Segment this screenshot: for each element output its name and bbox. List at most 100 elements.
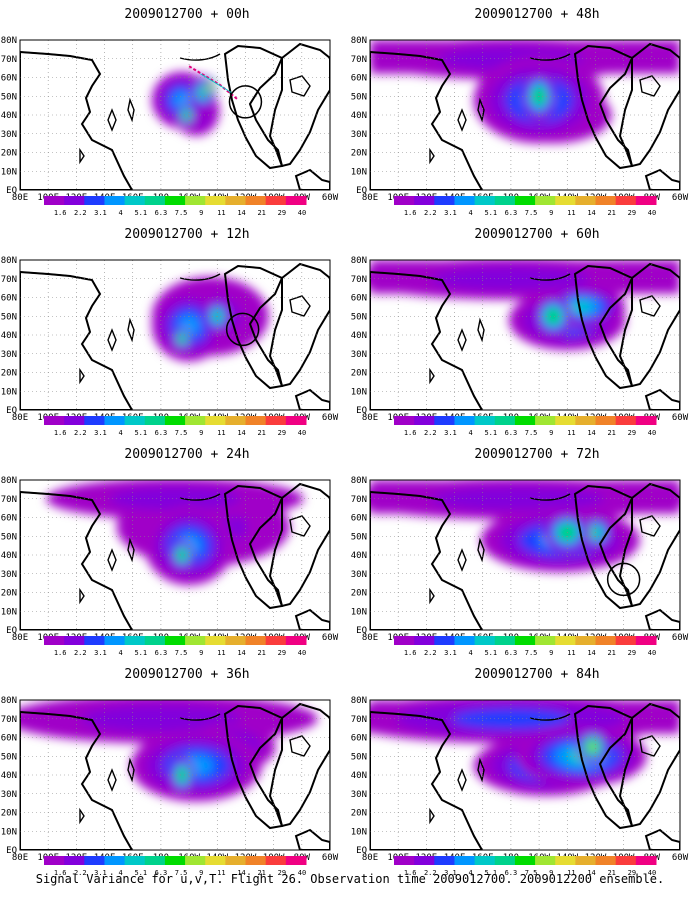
- colorbar-swatch: [535, 636, 556, 645]
- y-tick-label: 20N: [351, 149, 367, 159]
- colorbar-label: 29: [628, 429, 636, 437]
- colorbar-swatch: [124, 856, 146, 865]
- coastline: [370, 711, 483, 850]
- colorbar-swatch: [454, 416, 476, 425]
- colorbar-swatch: [245, 416, 267, 425]
- colorbar-swatch: [185, 636, 206, 645]
- x-tick-label: 60W: [322, 853, 339, 863]
- colorbar-swatch: [164, 636, 186, 645]
- coastline: [529, 53, 571, 61]
- map-area: [370, 700, 680, 850]
- variance-blob: [178, 770, 186, 780]
- variance-blob: [431, 487, 605, 511]
- flight-track: [200, 73, 232, 93]
- panel-title: 2009012700 + 84h: [474, 667, 599, 682]
- colorbar-label: 1.6: [54, 429, 67, 437]
- variance-field: [46, 480, 304, 586]
- panel-title: 2009012700 + 48h: [474, 7, 599, 22]
- colorbar-label: 11: [217, 869, 225, 877]
- colorbar-swatch: [474, 416, 496, 425]
- coastline: [370, 271, 483, 410]
- colorbar-swatch: [164, 416, 186, 425]
- colorbar-swatch: [394, 636, 415, 645]
- y-tick-label: 40N: [351, 331, 367, 341]
- coastline: [639, 515, 661, 537]
- colorbar-swatch: [494, 856, 516, 865]
- x-tick-label: 80E: [12, 193, 28, 203]
- colorbar-label: 6.3: [155, 429, 168, 437]
- coastline: [574, 485, 633, 607]
- colorbar-swatch: [225, 196, 247, 205]
- colorbar-label: 21: [607, 649, 615, 657]
- colorbar-label: 21: [257, 429, 265, 437]
- map-frame: [19, 699, 331, 851]
- colorbar-label: 14: [587, 869, 595, 877]
- x-tick-label: 80E: [362, 413, 378, 423]
- colorbar-swatch: [225, 636, 247, 645]
- colorbar-swatch: [104, 416, 126, 425]
- colorbar-label: 11: [567, 209, 575, 217]
- coastline: [107, 548, 117, 572]
- coastline: [294, 828, 330, 850]
- colorbar-label: 14: [587, 649, 595, 657]
- y-tick-label: 20N: [1, 149, 17, 159]
- colorbar-swatch: [434, 636, 455, 645]
- x-tick-label: 60W: [322, 413, 339, 423]
- coastline: [20, 271, 133, 410]
- colorbar-swatch: [514, 636, 536, 645]
- coastline: [294, 608, 330, 630]
- colorbar-label: 21: [607, 429, 615, 437]
- colorbar-swatch: [285, 636, 307, 645]
- colorbar-label: 5.1: [134, 649, 147, 657]
- map-frame: [19, 39, 331, 191]
- colorbar-label: 4: [119, 429, 123, 437]
- colorbar-swatch: [474, 196, 496, 205]
- colorbar-swatch: [84, 856, 105, 865]
- panel-title: 2009012700 + 12h: [124, 227, 249, 242]
- colorbar-swatch: [434, 856, 455, 865]
- colorbar-label: 2.2: [424, 209, 437, 217]
- y-tick-label: EQ: [356, 846, 367, 856]
- colorbar-swatch: [205, 416, 226, 425]
- colorbar-label: 7.5: [525, 209, 538, 217]
- colorbar-label: 11: [567, 869, 575, 877]
- map-panel: 2009012700 + 00h80E100E120E140E160E18016…: [1, 7, 339, 217]
- panel-title: 2009012700 + 00h: [124, 7, 249, 22]
- colorbar-label: 5.1: [484, 649, 497, 657]
- coastline: [477, 537, 485, 563]
- colorbar-label: 3.1: [94, 649, 107, 657]
- coastline: [429, 807, 435, 825]
- colorbar-swatch: [205, 856, 226, 865]
- coastline: [20, 51, 133, 190]
- colorbar-swatch: [64, 636, 85, 645]
- coastline: [639, 735, 661, 757]
- panel-title: 2009012700 + 24h: [124, 447, 249, 462]
- coastline: [639, 295, 661, 317]
- y-tick-label: 70N: [351, 715, 367, 725]
- x-tick-label: 60W: [672, 193, 689, 203]
- x-tick-label: 60W: [672, 413, 689, 423]
- y-tick-label: 50N: [1, 92, 17, 102]
- colorbar-label: 40: [298, 209, 306, 217]
- y-tick-label: EQ: [6, 626, 17, 636]
- coastline: [20, 711, 133, 850]
- coastline: [644, 608, 680, 630]
- colorbar-label: 1.6: [404, 429, 417, 437]
- y-tick-label: 60N: [1, 514, 17, 524]
- y-tick-label: 80N: [1, 476, 17, 486]
- colorbar-swatch: [245, 196, 267, 205]
- y-tick-label: 70N: [351, 275, 367, 285]
- colorbar-swatch: [535, 856, 556, 865]
- colorbar-swatch: [615, 416, 637, 425]
- panel-title: 2009012700 + 72h: [474, 447, 599, 462]
- y-tick-label: 70N: [1, 275, 17, 285]
- colorbar-label: 29: [628, 649, 636, 657]
- colorbar-label: 6.3: [505, 429, 518, 437]
- y-tick-label: 30N: [351, 790, 367, 800]
- colorbar-swatch: [635, 416, 657, 425]
- y-tick-label: EQ: [356, 626, 367, 636]
- y-tick-label: 80N: [1, 696, 17, 706]
- y-tick-label: 60N: [351, 734, 367, 744]
- coastline: [529, 273, 571, 281]
